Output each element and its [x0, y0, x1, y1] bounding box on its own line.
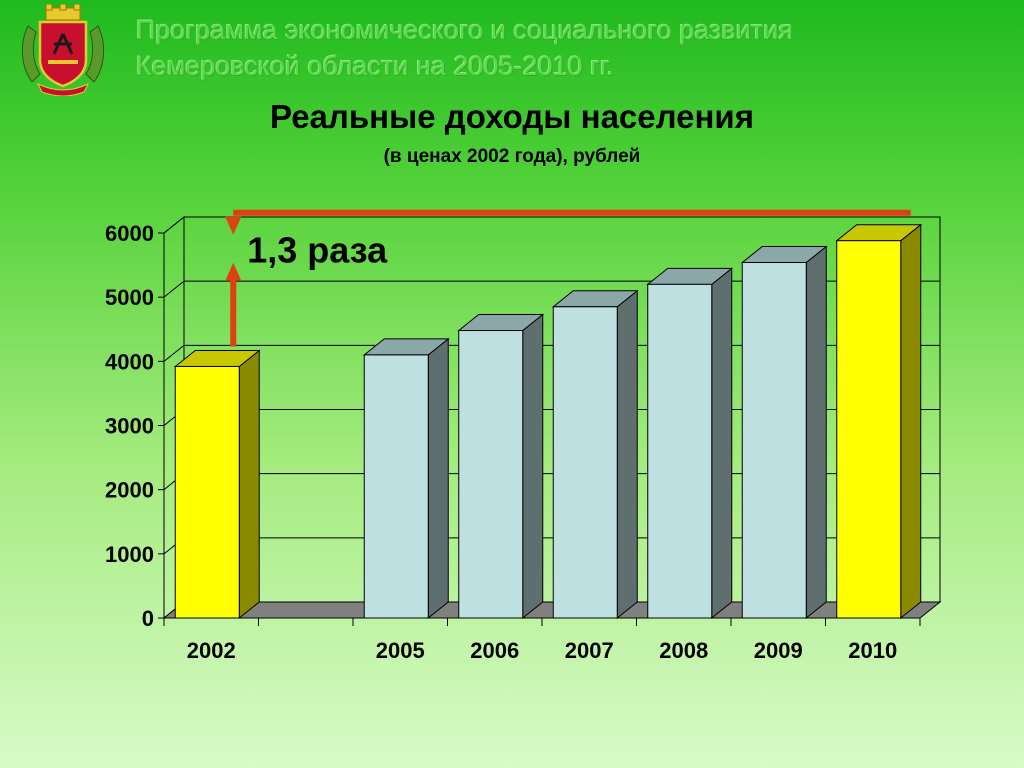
y-tick-label: 3000 [105, 414, 154, 439]
x-tick-label: 2006 [470, 638, 519, 663]
bar-side [427, 337, 449, 620]
bar-2009 [740, 245, 828, 620]
bar-front [174, 365, 240, 619]
chart-subtitle: (в ценах 2002 года), рублей [383, 146, 641, 167]
ratio-label: 1,3 раза [247, 230, 388, 271]
bar-side [711, 267, 733, 620]
bar-2006 [457, 313, 545, 620]
bar-2002 [173, 349, 261, 620]
bar-2005 [362, 337, 450, 620]
ratio-annotation: 1,3 раза [225, 209, 911, 347]
bar-front [741, 262, 807, 619]
y-tick-label: 0 [142, 606, 154, 631]
x-tick-label: 2008 [659, 638, 708, 663]
y-tick-label: 5000 [105, 285, 154, 310]
program-title-line-1: Программа экономического и социального р… [136, 15, 794, 45]
x-tick-label: 2005 [376, 638, 425, 663]
arrow-up-head [225, 262, 242, 281]
kemerovo-region-coat-of-arms-icon [22, 4, 104, 96]
program-title: Программа экономического и социального р… [136, 12, 996, 84]
bar-front [363, 354, 429, 619]
x-tick-label: 2002 [187, 638, 236, 663]
bar-front [647, 283, 713, 619]
bar-side [900, 223, 922, 620]
bar-side [238, 349, 260, 620]
x-tick-label: 2010 [848, 638, 897, 663]
bar-2008 [646, 267, 734, 620]
bar-side [616, 289, 638, 620]
bar-front [836, 240, 902, 619]
chart-title: Реальные доходы населения [270, 98, 754, 135]
bar-front [458, 330, 524, 619]
y-tick-label: 1000 [105, 542, 154, 567]
bar-front [552, 306, 618, 619]
x-tick-label: 2007 [565, 638, 614, 663]
y-tick-label: 6000 [105, 221, 154, 246]
y-tick-label: 4000 [105, 349, 154, 374]
bar-2007 [551, 289, 639, 620]
bar-side [522, 313, 544, 620]
gridline [163, 216, 940, 234]
bar-2010 [835, 223, 923, 620]
program-title-line-2: Кемеровской области на 2005-2010 гг. [136, 51, 615, 81]
bar-side [805, 245, 827, 620]
x-tick-label: 2009 [754, 638, 803, 663]
y-tick-label: 2000 [105, 478, 154, 503]
arrow-down-head [225, 216, 242, 235]
